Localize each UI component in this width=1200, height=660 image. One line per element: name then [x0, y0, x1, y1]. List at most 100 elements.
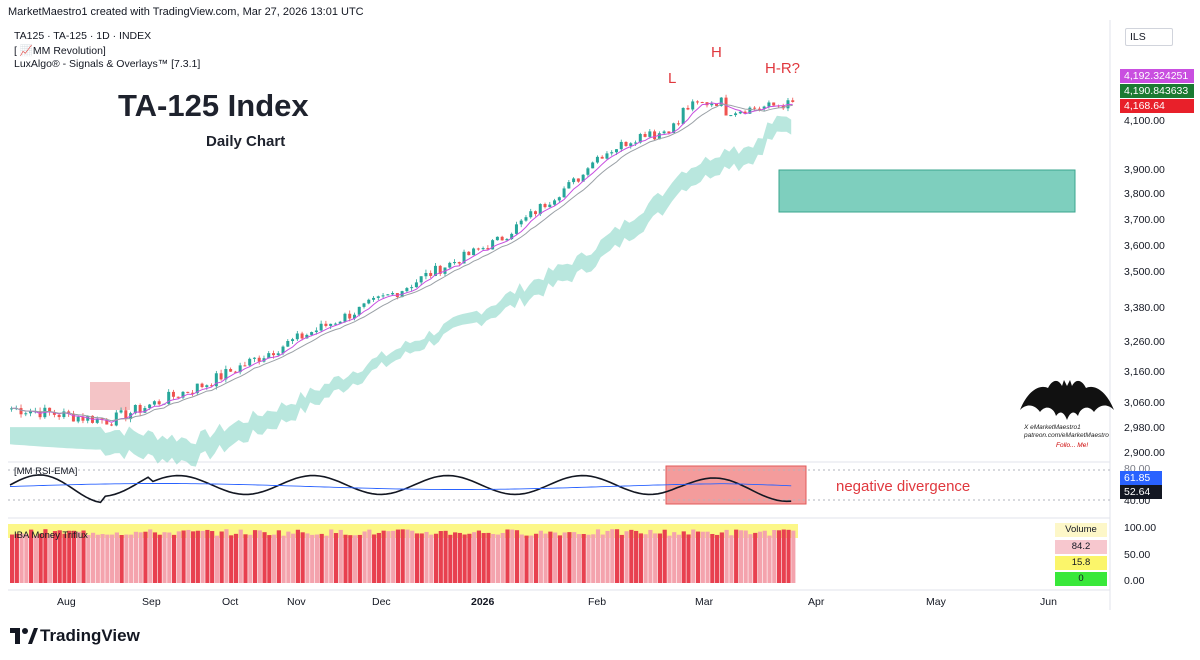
- price-tick: 3,500.00: [1124, 266, 1165, 278]
- volume-bar: [314, 534, 320, 583]
- time-tick: Mar: [695, 596, 714, 608]
- volume-bar: [500, 532, 505, 583]
- volume-bar: [405, 529, 410, 583]
- candle: [753, 107, 757, 109]
- candle: [667, 131, 671, 134]
- currency-selector[interactable]: ILS: [1125, 28, 1173, 46]
- volume-bar: [667, 535, 672, 583]
- ema-green-badge: 4,190.843633: [1120, 84, 1194, 98]
- candle: [205, 385, 209, 388]
- volume-bar: [472, 532, 477, 583]
- volume-bar: [734, 529, 739, 583]
- volume-bar: [572, 532, 577, 583]
- volume-bar: [324, 535, 329, 583]
- candle: [62, 411, 66, 418]
- volume-bar: [614, 529, 620, 583]
- volume-bar: [333, 533, 339, 583]
- volume-bar: [372, 534, 377, 583]
- volume-bar: [90, 532, 96, 583]
- candle: [291, 339, 295, 342]
- volume-bar: [743, 530, 748, 583]
- rsi-line: [9, 474, 792, 504]
- symbol-legend[interactable]: TA125 · TA-125 · 1D · INDEX: [14, 30, 152, 42]
- candle: [352, 314, 356, 319]
- volume-bar: [338, 529, 343, 583]
- volume-bar: [753, 532, 758, 583]
- candle: [438, 265, 442, 274]
- volume-bar: [581, 534, 586, 583]
- candle: [391, 293, 395, 295]
- candle: [191, 392, 195, 394]
- candle: [200, 383, 204, 388]
- volume-panel-label[interactable]: IBA Money Triflux: [14, 530, 88, 541]
- volume-bar: [410, 530, 415, 583]
- candle: [724, 97, 728, 116]
- candle: [691, 101, 695, 110]
- candle: [219, 373, 223, 380]
- candle: [567, 182, 571, 189]
- candle: [38, 411, 42, 418]
- volume-bar: [705, 531, 710, 583]
- volume-bar: [133, 531, 139, 583]
- candle: [281, 346, 285, 354]
- volume-bar: [329, 529, 334, 583]
- candle: [514, 224, 518, 234]
- candle: [672, 123, 676, 134]
- candle: [119, 410, 123, 413]
- signature-line: Follo... Me!: [1056, 442, 1089, 449]
- candle: [314, 330, 318, 333]
- candle: [238, 365, 242, 373]
- candle: [605, 153, 609, 159]
- candle: [534, 211, 537, 215]
- volume-table-value: 0: [1055, 572, 1107, 586]
- indicator-legend-luxalgo[interactable]: LuxAlgo® - Signals & Overlays™ [7.3.1]: [14, 58, 201, 70]
- candle: [767, 102, 771, 107]
- candle: [734, 113, 738, 116]
- candle: [748, 107, 752, 114]
- volume-bar: [534, 533, 539, 583]
- candle: [376, 296, 380, 298]
- volume-bar: [14, 533, 19, 583]
- candle: [662, 131, 666, 134]
- indicator-legend-mm-revolution[interactable]: [ 📈MM Revolution]: [14, 45, 106, 57]
- candle: [410, 287, 414, 289]
- volume-bar: [38, 533, 43, 583]
- tradingview-brand[interactable]: TradingView: [40, 626, 140, 645]
- ema-grey-line: [11, 103, 793, 422]
- candle: [448, 262, 452, 268]
- volume-bar: [386, 531, 391, 583]
- candle: [105, 419, 109, 425]
- candle: [557, 197, 561, 201]
- volume-bar: [772, 529, 777, 583]
- volume-bar: [376, 532, 381, 583]
- volume-bar: [233, 533, 239, 583]
- volume-bar: [152, 532, 158, 583]
- volume-bar: [105, 534, 110, 583]
- candle: [581, 174, 585, 182]
- tradingview-logo-icon[interactable]: [10, 628, 38, 649]
- volume-bar: [219, 531, 224, 583]
- volume-bar: [210, 531, 215, 583]
- candle: [310, 332, 314, 335]
- candle: [486, 248, 490, 250]
- volume-bar: [224, 529, 229, 583]
- candle: [243, 365, 247, 367]
- candle: [338, 321, 342, 324]
- time-tick: Sep: [142, 596, 161, 608]
- candle: [553, 200, 557, 205]
- target-zone: [778, 169, 1076, 213]
- volume-bar: [595, 529, 601, 583]
- candle: [24, 413, 28, 415]
- volume-bar: [52, 531, 58, 583]
- volume-bar: [214, 535, 219, 583]
- rsi-panel-label[interactable]: [MM RSI-EMA]: [14, 466, 78, 477]
- price-tick: 2,980.00: [1124, 422, 1165, 434]
- volume-bar: [510, 529, 515, 583]
- volume-bar: [586, 534, 591, 583]
- volume-bar: [424, 531, 429, 583]
- candle: [81, 416, 85, 421]
- volume-bar: [729, 535, 734, 583]
- candle: [10, 408, 13, 410]
- volume-bar: [195, 530, 200, 583]
